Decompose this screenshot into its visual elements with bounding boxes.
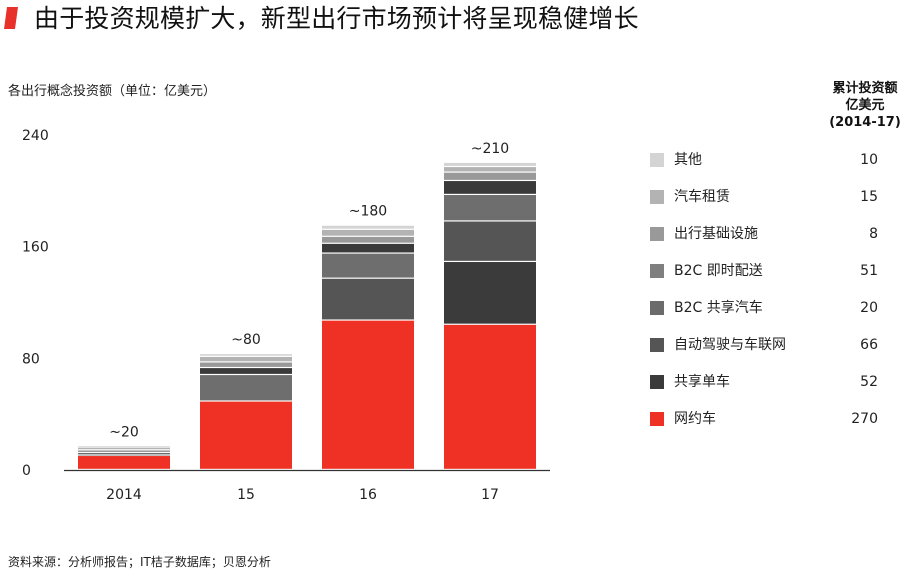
source-note: 资料来源：分析师报告；IT桔子数据库；贝恩分析 [8, 555, 271, 569]
legend-label: 自动驾驶与车联网 [674, 337, 786, 353]
bar-segment [78, 446, 170, 448]
legend-item: 出行基础设施 8 [650, 224, 890, 244]
y-tick-label: 0 [22, 463, 31, 479]
legend-item: 其他 10 [650, 150, 890, 170]
bar-segment [200, 356, 292, 362]
legend-swatch [650, 264, 664, 278]
legend-item: 汽车租赁 15 [650, 187, 890, 207]
y-tick-label: 240 [22, 128, 49, 144]
legend-cumulative-value: 20 [860, 300, 878, 316]
legend-item: B2C 即时配送 51 [650, 261, 890, 281]
legend-swatch [650, 301, 664, 315]
legend-cumulative-value: 52 [860, 374, 878, 390]
y-tick-label: 80 [22, 351, 40, 367]
legend-header-line-2: 亿美元 [845, 98, 885, 113]
bar-segment [322, 253, 414, 278]
bar-segment [444, 262, 536, 324]
legend-label: 汽车租赁 [674, 189, 730, 205]
bar-segment [444, 167, 536, 172]
bar-segment [444, 324, 536, 469]
legend-swatch [650, 375, 664, 389]
bar-segment [78, 456, 170, 469]
bar-segment [444, 162, 536, 166]
bar-segment [322, 236, 414, 243]
bar-segment [200, 368, 292, 374]
legend-cumulative-value: 270 [851, 411, 878, 427]
legend-header-line-3: (2014-17) [829, 115, 901, 130]
bar-segment [444, 172, 536, 180]
bar-segment [444, 195, 536, 221]
legend-cumulative-value: 15 [860, 189, 878, 205]
legend-cumulative-value: 10 [860, 152, 878, 168]
page-title: 由于投资规模扩大，新型出行市场预计将呈现稳健增长 [34, 4, 639, 33]
legend-label: 出行基础设施 [674, 226, 758, 242]
legend-item: 自动驾驶与车联网 66 [650, 335, 890, 355]
legend-label: 共享单车 [674, 374, 730, 390]
y-axis-label: 各出行概念投资额（单位：亿美元） [8, 84, 217, 99]
legend-item: B2C 共享汽车 20 [650, 298, 890, 318]
bar-segment [78, 453, 170, 455]
bar-segment [78, 447, 170, 450]
bar-total-label: ~20 [109, 424, 139, 440]
legend-header: 累计投资额 亿美元 (2014-17) [820, 80, 910, 131]
bar-segment [200, 354, 292, 356]
bar-segment [322, 278, 414, 320]
bar-segment [200, 375, 292, 401]
legend-swatch [650, 338, 664, 352]
legend-label: B2C 共享汽车 [674, 300, 763, 316]
legend-swatch [650, 412, 664, 426]
x-tick-label: 2014 [106, 487, 142, 503]
bar-segment [444, 221, 536, 261]
x-tick-label: 17 [481, 487, 499, 503]
x-tick-label: 15 [237, 487, 255, 503]
legend-label: 网约车 [674, 411, 716, 427]
bar-segment [78, 450, 170, 453]
y-tick-label: 160 [22, 240, 49, 256]
legend-swatch [650, 227, 664, 241]
legend-label: B2C 即时配送 [674, 263, 763, 279]
title-accent-icon [4, 7, 18, 29]
legend-label: 其他 [674, 152, 702, 168]
legend-swatch [650, 190, 664, 204]
legend-cumulative-value: 51 [860, 263, 878, 279]
legend-swatch [650, 153, 664, 167]
bar-segment [200, 401, 292, 469]
legend-cumulative-value: 66 [860, 337, 878, 353]
bar-segment [322, 320, 414, 469]
bar-total-label: ~210 [471, 141, 509, 157]
bar-segment [444, 181, 536, 194]
legend-header-line-1: 累计投资额 [832, 81, 898, 96]
bar-segment [322, 225, 414, 229]
title-bar: 由于投资规模扩大，新型出行市场预计将呈现稳健增长 [0, 0, 916, 40]
bar-total-label: ~80 [231, 332, 261, 348]
bar-segment [322, 243, 414, 253]
bar-segment [200, 362, 292, 367]
legend-item: 共享单车 52 [650, 372, 890, 392]
bar-segment [322, 229, 414, 236]
bar-total-label: ~180 [349, 204, 387, 220]
legend-item: 网约车 270 [650, 409, 890, 429]
x-tick-label: 16 [359, 487, 377, 503]
legend-cumulative-value: 8 [869, 226, 878, 242]
bar-segment [78, 454, 170, 456]
